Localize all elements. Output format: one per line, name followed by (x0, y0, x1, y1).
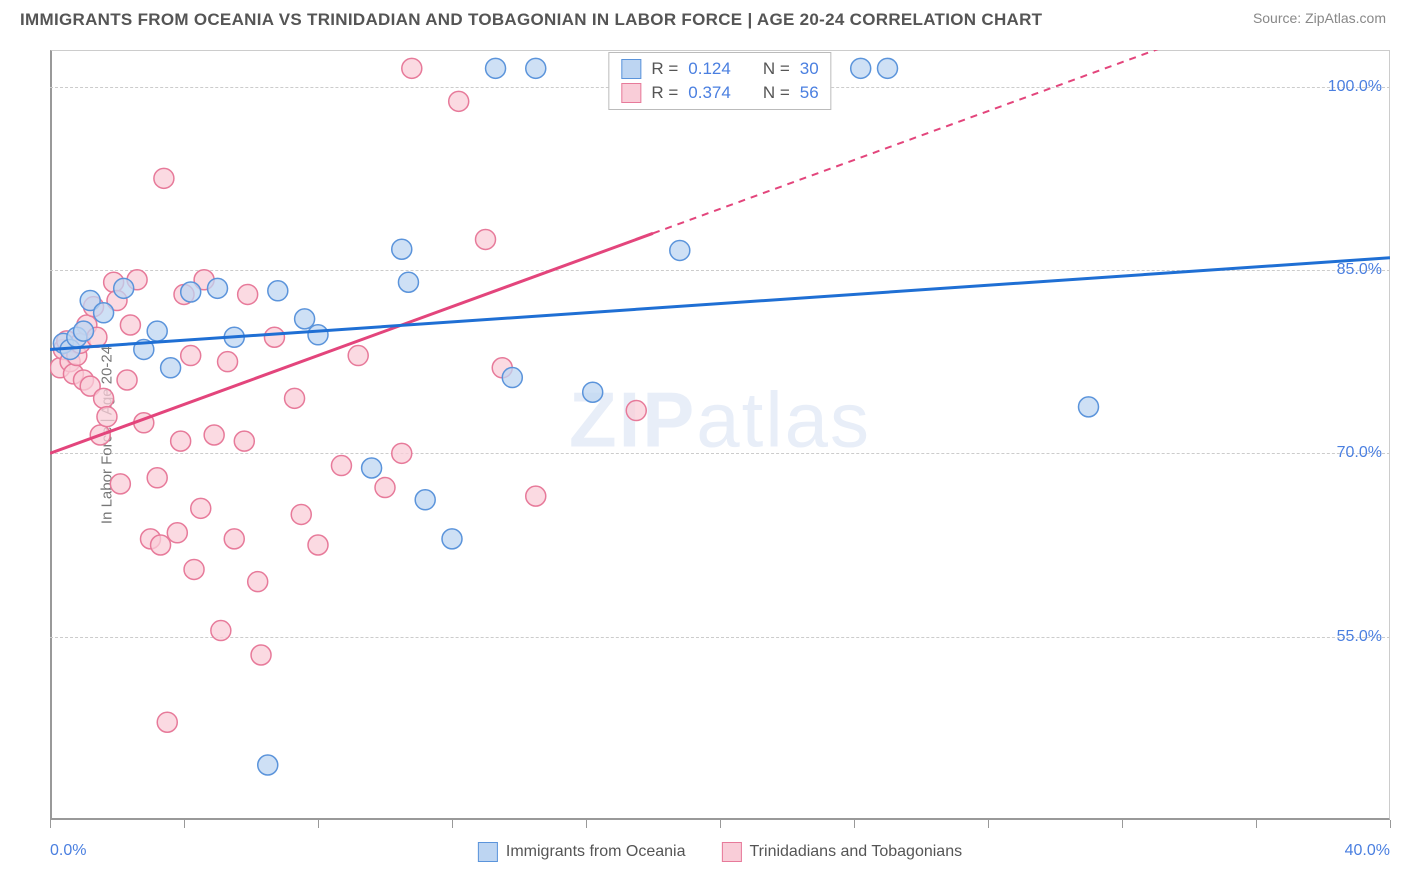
data-point (234, 431, 254, 451)
data-point (154, 168, 174, 188)
data-point (851, 58, 871, 78)
legend-stats-row-oceania: R = 0.124 N = 30 (621, 57, 818, 81)
r-label: R = (651, 83, 678, 103)
data-point (526, 486, 546, 506)
x-tick (50, 820, 51, 828)
data-point (94, 388, 114, 408)
x-tick (184, 820, 185, 828)
x-tick (586, 820, 587, 828)
x-tick (452, 820, 453, 828)
legend-item-oceania: Immigrants from Oceania (478, 842, 686, 862)
data-point (171, 431, 191, 451)
data-point (392, 443, 412, 463)
data-point (181, 346, 201, 366)
data-point (117, 370, 137, 390)
legend-label-oceania: Immigrants from Oceania (506, 843, 686, 861)
data-point (348, 346, 368, 366)
data-point (248, 572, 268, 592)
data-point (151, 535, 171, 555)
legend-swatch-oceania-bottom (478, 842, 498, 862)
data-point (486, 58, 506, 78)
n-label: N = (763, 83, 790, 103)
r-value-oceania: 0.124 (688, 59, 731, 79)
data-point (157, 712, 177, 732)
data-point (415, 490, 435, 510)
scatter-plot-svg (50, 50, 1390, 820)
legend-stats-row-trinidad: R = 0.374 N = 56 (621, 81, 818, 105)
data-point (238, 284, 258, 304)
legend-label-trinidad: Trinidadians and Tobagonians (750, 843, 963, 861)
data-point (110, 474, 130, 494)
data-point (476, 229, 496, 249)
x-axis-max-label: 40.0% (1345, 842, 1390, 860)
data-point (268, 281, 288, 301)
data-point (218, 352, 238, 372)
data-point (308, 535, 328, 555)
data-point (184, 559, 204, 579)
x-tick (854, 820, 855, 828)
x-tick (318, 820, 319, 828)
data-point (295, 309, 315, 329)
data-point (94, 303, 114, 323)
data-point (285, 388, 305, 408)
data-point (442, 529, 462, 549)
data-point (97, 407, 117, 427)
x-tick (720, 820, 721, 828)
data-point (264, 327, 284, 347)
data-point (74, 321, 94, 341)
legend-swatch-trinidad (621, 83, 641, 103)
x-tick (1122, 820, 1123, 828)
data-point (331, 456, 351, 476)
data-point (114, 278, 134, 298)
data-point (402, 58, 422, 78)
data-point (308, 325, 328, 345)
x-axis-min-label: 0.0% (50, 842, 86, 860)
data-point (251, 645, 271, 665)
n-value-trinidad: 56 (800, 83, 819, 103)
data-point (670, 240, 690, 260)
data-point (526, 58, 546, 78)
data-point (147, 468, 167, 488)
r-value-trinidad: 0.374 (688, 83, 731, 103)
legend-item-trinidad: Trinidadians and Tobagonians (722, 842, 963, 862)
legend-stats-box: R = 0.124 N = 30 R = 0.374 N = 56 (608, 52, 831, 110)
data-point (208, 278, 228, 298)
source-attribution: Source: ZipAtlas.com (1253, 10, 1386, 26)
data-point (449, 91, 469, 111)
data-point (1079, 397, 1099, 417)
x-tick (1390, 820, 1391, 828)
data-point (181, 282, 201, 302)
n-label: N = (763, 59, 790, 79)
data-point (626, 401, 646, 421)
legend-swatch-trinidad-bottom (722, 842, 742, 862)
legend-swatch-oceania (621, 59, 641, 79)
data-point (167, 523, 187, 543)
x-tick (988, 820, 989, 828)
data-point (375, 478, 395, 498)
data-point (258, 755, 278, 775)
data-point (120, 315, 140, 335)
data-point (147, 321, 167, 341)
data-point (204, 425, 224, 445)
r-label: R = (651, 59, 678, 79)
data-point (161, 358, 181, 378)
data-point (362, 458, 382, 478)
data-point (398, 272, 418, 292)
data-point (291, 504, 311, 524)
data-point (583, 382, 603, 402)
data-point (502, 368, 522, 388)
data-point (392, 239, 412, 259)
chart-title: IMMIGRANTS FROM OCEANIA VS TRINIDADIAN A… (20, 10, 1042, 30)
x-tick (1256, 820, 1257, 828)
data-point (211, 621, 231, 641)
chart-area: ZIPatlas 55.0%70.0%85.0%100.0% In Labor … (50, 50, 1390, 820)
data-point (224, 529, 244, 549)
n-value-oceania: 30 (800, 59, 819, 79)
legend-series: Immigrants from Oceania Trinidadians and… (478, 842, 962, 862)
data-point (878, 58, 898, 78)
data-point (191, 498, 211, 518)
